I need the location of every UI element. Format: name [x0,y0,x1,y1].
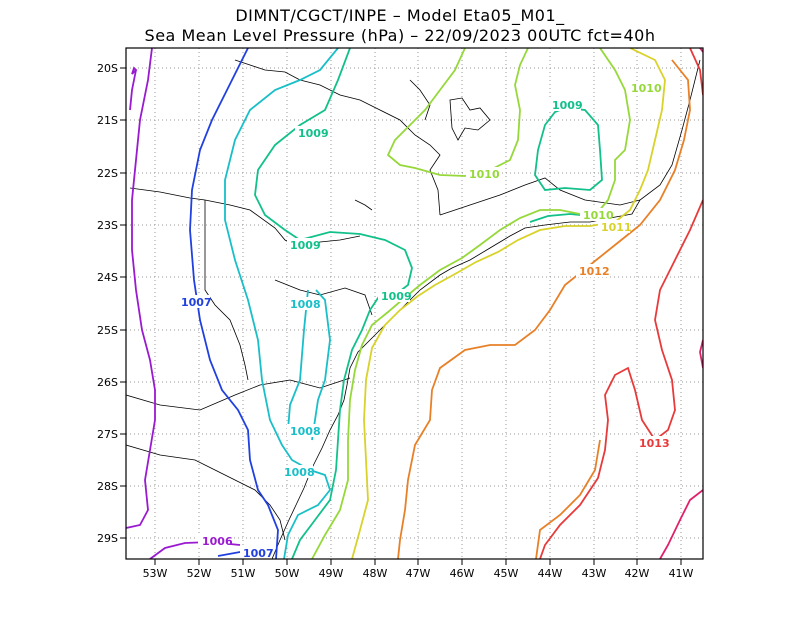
lat-label: 26S [97,376,118,389]
contour-label-1008: 1008 [290,298,321,311]
lat-label: 24S [97,271,118,284]
isobar-1009 [254,48,413,296]
country-border [204,200,249,381]
contour-label-1007: 1007 [243,547,274,560]
tick-marks [120,67,682,565]
isobar-1006 [126,48,156,529]
grid [126,48,703,559]
contour-label-1008: 1008 [284,466,315,479]
isobar-1008 [287,289,309,431]
contour-label-1010: 1010 [469,168,500,181]
lat-label: 21S [97,114,118,127]
contour-label-1009: 1009 [290,239,321,252]
contour-label-1006: 1006 [202,535,233,548]
coastline-borders [126,59,701,559]
isobar-1008 [311,289,331,441]
contour-label-1009: 1009 [381,290,412,303]
lon-axis-labels: 53W 52W 51W 50W 49W 48W 47W 46W 45W 44W … [143,567,694,580]
contour-label-1008: 1008 [290,425,321,438]
lon-label: 51W [231,567,256,580]
lat-label: 27S [97,428,118,441]
coastline [271,59,701,559]
lat-label: 22S [97,167,118,180]
state-border [439,177,641,216]
isobar-1013 [539,48,703,559]
lon-label: 48W [363,567,388,580]
lon-label: 45W [494,567,519,580]
isobar-1010 [311,48,631,559]
river [354,199,373,211]
isobar-1011 [351,48,666,559]
lon-label: 53W [143,567,168,580]
isobar-1006 [131,66,138,75]
contour-label-1012: 1012 [579,265,610,278]
contour-label-1007: 1007 [181,296,212,309]
river [409,79,431,121]
lon-label: 47W [406,567,431,580]
contour-label-1011: 1011 [601,221,632,234]
lake [449,97,491,141]
state-border [129,187,361,249]
contour-label-1010: 1010 [583,209,614,222]
isobars [126,48,703,559]
lat-label: 23S [97,219,118,232]
contour-label-1009: 1009 [552,99,583,112]
isobar-1007 [189,48,279,559]
lat-label: 20S [97,62,118,75]
lat-axis-labels: 20S 21S 22S 23S 24S 25S 26S 27S 28S 29S [97,62,118,545]
lon-label: 52W [187,567,212,580]
lat-label: 25S [97,324,118,337]
state-border [274,279,373,316]
lon-label: 42W [625,567,650,580]
map-title-line2: Sea Mean Level Pressure (hPa) – 22/09/20… [144,26,656,45]
lon-label: 50W [275,567,300,580]
contour-label-1013: 1013 [639,437,670,450]
isobar-1012 [535,439,601,559]
lon-label: 41W [669,567,694,580]
lon-label: 46W [450,567,475,580]
country-border [126,444,286,541]
lat-label: 29S [97,532,118,545]
isobar-1012 [397,59,691,559]
isobar-1009 [534,107,603,191]
lon-label: 44W [538,567,563,580]
contour-label-1009: 1009 [298,127,329,140]
lon-label: 49W [319,567,344,580]
isobar-1008 [224,48,339,559]
map-title-line1: DIMNT/CGCT/INPE – Model Eta05_M01_ [235,6,565,25]
state-border [234,59,441,216]
plot-frame [125,47,704,560]
contour-label-1010: 1010 [631,82,662,95]
isobar-1010 [386,48,529,177]
lon-label: 43W [582,567,607,580]
contour-labels: 1006 1007 1007 1008 1008 1008 1009 1009 … [178,81,670,560]
lat-label: 28S [97,480,118,493]
state-border [126,377,351,411]
isobar-1009 [291,294,381,559]
